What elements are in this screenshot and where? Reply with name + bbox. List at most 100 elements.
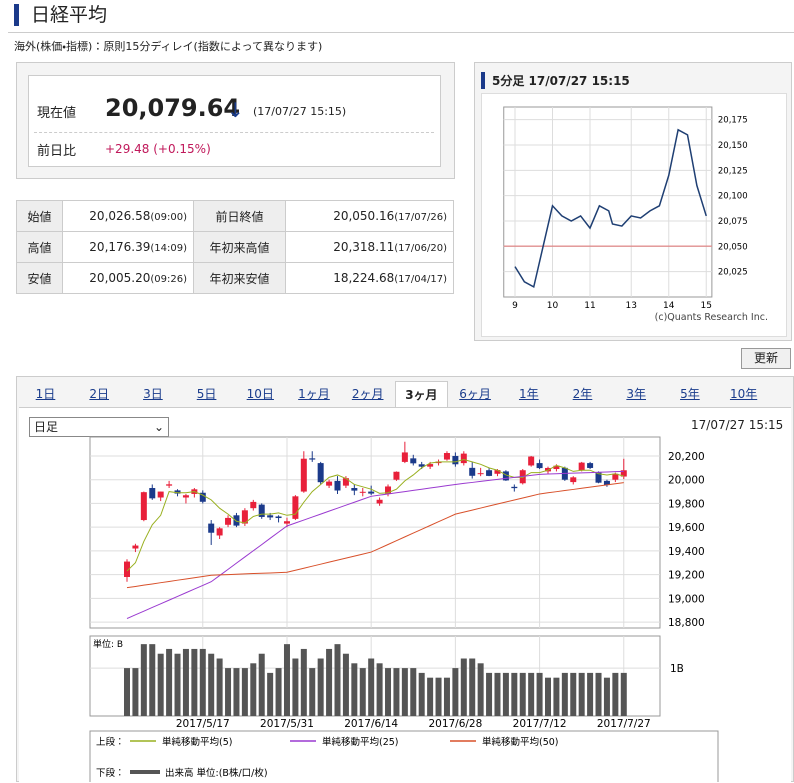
- volume-bar: [216, 658, 223, 716]
- volume-bar: [376, 663, 383, 716]
- candle-body: [536, 463, 543, 469]
- candle-body: [401, 452, 408, 462]
- volume-bar: [258, 653, 265, 716]
- period-tab[interactable]: 3年: [626, 387, 646, 401]
- candle-body: [199, 492, 206, 502]
- candle-body: [334, 480, 341, 491]
- period-tab[interactable]: 2ヶ月: [351, 387, 384, 401]
- volume-bar: [486, 672, 493, 716]
- period-tab[interactable]: 5年: [680, 387, 700, 401]
- candle-body: [149, 488, 156, 499]
- value: 20,050.16: [333, 209, 395, 223]
- candle-body: [283, 521, 290, 524]
- date: (17/07/26): [394, 212, 447, 223]
- time: (14:09): [150, 243, 187, 254]
- volume-bar: [334, 644, 341, 716]
- volume-bar: [452, 668, 459, 716]
- period-tab[interactable]: 1日: [35, 387, 56, 401]
- candle-body: [612, 473, 619, 480]
- volume-bar: [199, 648, 206, 716]
- volume-tick-label: 1B: [670, 663, 684, 675]
- candle-body: [326, 481, 333, 486]
- volume-bar: [443, 677, 450, 716]
- volume-bar: [309, 668, 316, 716]
- refresh-button[interactable]: 更新: [741, 348, 791, 369]
- candle-body: [385, 486, 392, 494]
- volume-bar: [191, 648, 198, 716]
- period-tab[interactable]: 1ヶ月: [298, 387, 330, 401]
- row-value: 20,026.58(09:00): [62, 200, 194, 232]
- volume-bar: [132, 668, 139, 716]
- x-tick-label: 9: [512, 301, 518, 311]
- row-label: 安値: [16, 262, 63, 294]
- current-value: 20,079.64: [105, 94, 241, 122]
- candle-body: [359, 491, 366, 493]
- candle-body: [460, 453, 467, 464]
- candle-body: [208, 523, 215, 533]
- value: 20,176.39: [89, 240, 151, 254]
- moving-average: [126, 459, 624, 572]
- y-tick-label: 18,800: [668, 617, 705, 629]
- y-tick-label: 19,600: [668, 522, 705, 534]
- volume-bar: [140, 644, 147, 716]
- row-value: 20,318.11(17/06/20): [285, 231, 454, 263]
- x-tick-label: 14: [663, 301, 675, 311]
- value: 18,224.68: [333, 271, 395, 285]
- volume-bar: [511, 672, 518, 716]
- candle-body: [553, 465, 560, 470]
- volume-bar: [182, 648, 189, 716]
- chart-timestamp: 17/07/27 15:15: [691, 418, 784, 432]
- period-tab[interactable]: 3日: [143, 387, 163, 401]
- volume-bar: [250, 663, 257, 716]
- y-tick-label: 20,100: [718, 192, 748, 202]
- volume-bar: [401, 668, 408, 716]
- x-tick-label: 15: [701, 301, 712, 311]
- x-tick-label: 2017/5/17: [176, 718, 230, 730]
- period-tab[interactable]: 2年: [572, 387, 593, 401]
- candle-body: [620, 470, 627, 477]
- intraday-panel: 5分足 17/07/27 15:15: [474, 62, 792, 341]
- volume-bar: [208, 653, 215, 716]
- date: (17/04/17): [394, 274, 447, 285]
- period-tab[interactable]: 1年: [518, 387, 539, 401]
- intraday-area: [481, 93, 787, 337]
- volume-bar: [553, 677, 560, 716]
- period-tab[interactable]: 10日: [246, 387, 274, 401]
- table-row: 高値 20,176.39(14:09) 年初来高値 20,318.11(17/06/2…: [16, 231, 454, 263]
- period-tab[interactable]: 3ヶ月: [394, 381, 448, 407]
- volume-bar: [317, 658, 324, 716]
- volume-bar: [124, 668, 130, 716]
- y-tick-label: 20,075: [718, 217, 748, 227]
- row-label: 年初来高値: [193, 231, 286, 263]
- period-tab[interactable]: 6ヶ月: [459, 387, 491, 401]
- plot-frame: [503, 106, 713, 298]
- y-tick-label: 20,150: [718, 141, 748, 151]
- candle-body: [309, 458, 316, 460]
- volume-bar: [225, 668, 232, 716]
- x-tick-label: 13: [626, 301, 637, 311]
- y-tick-label: 20,175: [718, 116, 748, 126]
- period-tab[interactable]: 2日: [89, 387, 109, 401]
- volume-bar: [292, 658, 299, 716]
- quote-panel: 現在値 20,079.64 ↓ (17/07/27 15:15) 前日比 +29…: [16, 62, 455, 179]
- legend-label: 単純移動平均(5): [162, 736, 232, 748]
- candle-body: [157, 491, 164, 498]
- volume-unit: 単位: B: [93, 638, 123, 650]
- period-tab[interactable]: 5日: [196, 387, 217, 401]
- volume-bar: [267, 672, 274, 716]
- period-tab[interactable]: 10年: [729, 387, 758, 401]
- volume-bar: [157, 653, 164, 716]
- y-tick-label: 19,200: [668, 570, 705, 582]
- intraday-chart: 20,025 20,050 20,075 20,100 20,125 20,150 20,1…: [503, 106, 768, 323]
- dash-rule: [34, 132, 434, 133]
- stats-table: 始値 20,026.58(09:00) 前日終値 20,050.16(17/07/26…: [16, 200, 454, 294]
- legend-label: 出来高 単位:(B株/口/枚): [165, 767, 268, 779]
- volume-bar: [528, 672, 535, 716]
- volume-bar: [359, 668, 366, 716]
- candle-body: [292, 496, 299, 519]
- quote-box: 現在値 20,079.64 ↓ (17/07/27 15:15) 前日比 +29…: [28, 75, 441, 167]
- intraday-title: 5分足 17/07/27 15:15: [481, 72, 630, 89]
- table-row: 始値 20,026.58(09:00) 前日終値 20,050.16(17/07/26…: [16, 200, 454, 232]
